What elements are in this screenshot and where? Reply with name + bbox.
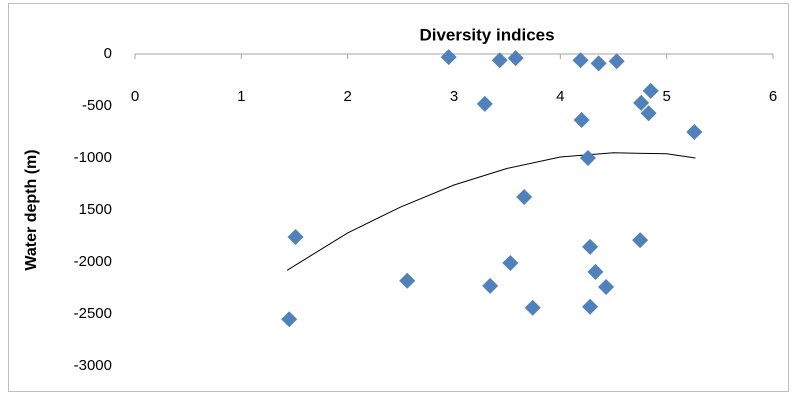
- marker: [440, 49, 457, 66]
- marker: [633, 94, 650, 111]
- x-tick-label: 4: [556, 88, 564, 105]
- marker: [642, 82, 659, 99]
- y-tick-label: 1500: [79, 201, 112, 218]
- marker: [579, 150, 596, 166]
- x-tick-label: 2: [343, 88, 351, 105]
- marker: [632, 232, 649, 249]
- y-tick-label: -500: [82, 97, 112, 114]
- x-tick-label: 1: [237, 88, 245, 105]
- marker: [281, 311, 298, 328]
- marker: [572, 52, 589, 69]
- marker: [582, 298, 599, 315]
- marker: [587, 263, 604, 280]
- y-tick-label: -2000: [74, 253, 112, 270]
- x-tick-label: 3: [450, 88, 458, 105]
- marker: [482, 277, 499, 294]
- chart-title: Diversity indices: [419, 25, 554, 44]
- marker: [590, 55, 607, 72]
- marker: [598, 278, 615, 295]
- marker: [524, 299, 541, 316]
- x-tick-label: 0: [131, 88, 139, 105]
- marker: [582, 238, 599, 255]
- marker: [287, 229, 304, 246]
- y-tick-label: 0: [104, 45, 112, 62]
- trendline: [286, 152, 696, 271]
- marker: [686, 124, 703, 140]
- y-tick-label: -3000: [74, 357, 112, 374]
- y-tick-label: -1000: [74, 149, 112, 166]
- x-tick-label: 5: [662, 88, 670, 105]
- marker: [476, 95, 493, 112]
- marker: [608, 53, 625, 70]
- marker: [516, 189, 533, 205]
- y-tick-label: -2500: [74, 305, 112, 322]
- x-tick-label: 6: [769, 88, 777, 105]
- chart-border: [8, 3, 789, 392]
- y-axis-label: Water depth (m): [23, 149, 40, 270]
- marker: [399, 272, 416, 289]
- marker: [502, 255, 519, 272]
- marker: [573, 112, 590, 129]
- marker: [491, 52, 508, 69]
- marker: [640, 105, 657, 122]
- marker: [507, 50, 524, 67]
